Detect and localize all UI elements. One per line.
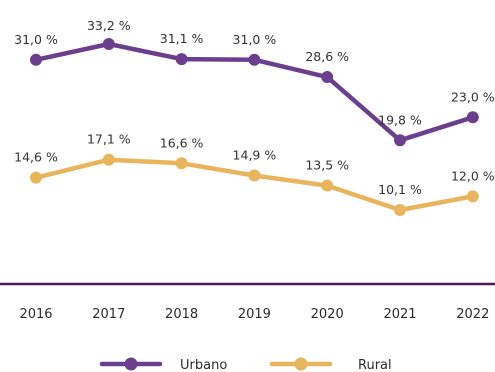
data-point-urbano bbox=[30, 53, 42, 66]
data-label-urbano: 33,2 % bbox=[87, 18, 131, 33]
x-tick-label: 2020 bbox=[311, 307, 344, 322]
legend-marker-rural bbox=[294, 357, 308, 371]
data-label-urbano: 31,0 % bbox=[233, 32, 277, 47]
data-point-rural bbox=[102, 153, 115, 166]
data-label-urbano: 31,0 % bbox=[14, 32, 58, 47]
legend-marker-urbano bbox=[124, 357, 138, 371]
data-point-rural bbox=[248, 169, 261, 182]
data-label-rural: 14,6 % bbox=[14, 150, 58, 165]
data-point-rural bbox=[175, 157, 188, 170]
data-point-urbano bbox=[102, 38, 115, 50]
legend-label-rural: Rural bbox=[358, 358, 392, 372]
data-label-urbano: 19,8 % bbox=[378, 112, 422, 127]
data-label-urbano: 23,0 % bbox=[451, 89, 495, 104]
x-tick-label: 2019 bbox=[238, 307, 271, 322]
x-tick-label: 2022 bbox=[456, 307, 489, 322]
x-tick-label: 2017 bbox=[92, 307, 125, 322]
data-point-rural bbox=[466, 190, 479, 203]
data-point-urbano bbox=[175, 53, 188, 66]
data-label-rural: 13,5 % bbox=[305, 158, 349, 173]
data-point-rural bbox=[321, 179, 334, 192]
data-label-urbano: 28,6 % bbox=[305, 49, 349, 64]
x-tick-label: 2018 bbox=[165, 307, 198, 322]
data-point-rural bbox=[30, 171, 42, 184]
data-label-rural: 16,6 % bbox=[160, 135, 204, 150]
data-label-rural: 12,0 % bbox=[451, 168, 495, 183]
data-point-urbano bbox=[466, 111, 479, 124]
data-label-urbano: 31,1 % bbox=[160, 31, 204, 46]
legend-label-urbano: Urbano bbox=[180, 358, 227, 372]
data-label-rural: 10,1 % bbox=[378, 182, 422, 197]
x-tick-label: 2021 bbox=[383, 307, 416, 322]
data-point-urbano bbox=[321, 71, 334, 84]
x-tick-label: 2016 bbox=[19, 307, 52, 322]
data-label-rural: 17,1 % bbox=[87, 132, 131, 147]
data-point-rural bbox=[394, 204, 406, 216]
data-label-rural: 14,9 % bbox=[233, 148, 277, 163]
data-point-urbano bbox=[248, 53, 261, 66]
data-point-urbano bbox=[394, 134, 406, 147]
